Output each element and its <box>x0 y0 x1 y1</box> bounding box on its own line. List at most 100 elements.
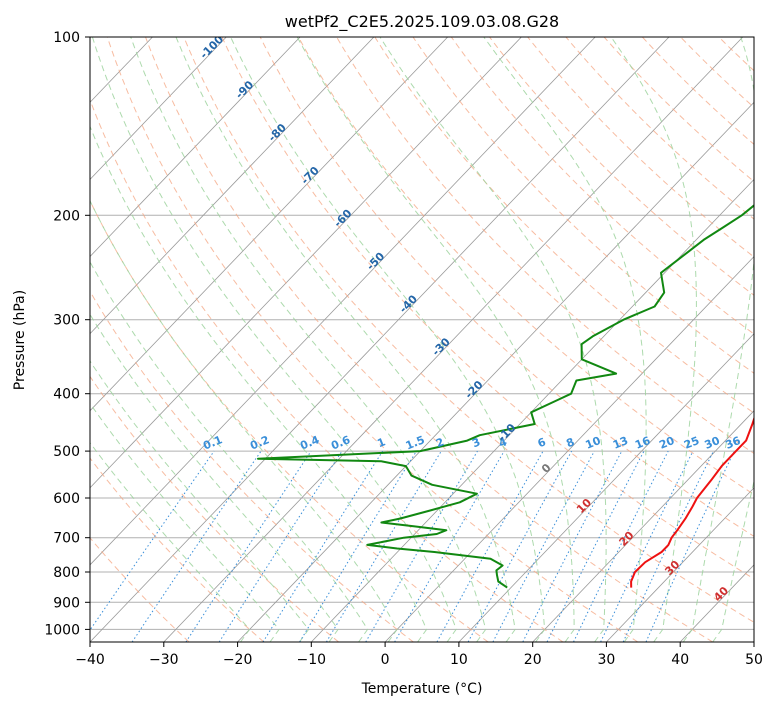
mixing-ratio-label: 2 <box>434 435 446 450</box>
mixing-ratio-label: 36 <box>723 434 742 452</box>
mixing-ratio-line <box>394 450 505 642</box>
dry-adiabat-line <box>90 199 489 642</box>
dewpoint-profile-line <box>257 204 754 589</box>
moist-adiabats <box>90 37 754 642</box>
dry-adiabat-line <box>412 37 754 374</box>
x-axis-ticks: −40 −30 −20 −10 0 10 20 30 40 50 <box>75 642 763 668</box>
isotherm-line <box>90 37 301 258</box>
mixing-ratio-line <box>325 450 442 642</box>
x-tick-label: 40 <box>671 652 689 668</box>
dry-adiabat-line <box>336 37 754 455</box>
moist-adiabat-line <box>90 125 428 642</box>
x-tick-label: 20 <box>524 652 542 668</box>
dry-adiabat-line <box>106 37 639 642</box>
dry-adiabat-line <box>641 37 754 145</box>
y-axis-ticks: 100 200 300 400 500 600 700 800 900 1000 <box>44 30 90 638</box>
mixing-ratio-line <box>90 450 215 631</box>
mixing-ratio-label: 8 <box>564 435 576 450</box>
y-tick-label: 700 <box>53 531 80 547</box>
dry-adiabat-line <box>374 37 754 414</box>
mixing-ratio-label: 10 <box>584 434 603 452</box>
dry-adiabat-line <box>90 375 339 642</box>
moist-adiabat-line <box>682 37 754 642</box>
isotherm-line <box>532 410 754 642</box>
dry-adiabat-line <box>603 37 754 183</box>
isotherm-line <box>384 255 754 642</box>
dry-adiabat-line <box>297 37 754 496</box>
dry-adiabat-line <box>221 37 754 580</box>
y-tick-label: 300 <box>53 313 80 329</box>
dry-adiabat-line <box>259 37 754 537</box>
x-tick-label: 30 <box>597 652 615 668</box>
moist-adiabat-line <box>91 37 457 642</box>
mixing-ratio-line <box>365 450 478 642</box>
y-tick-label: 100 <box>53 30 80 46</box>
isotherm-line <box>90 37 448 412</box>
isotherm-line <box>90 37 522 489</box>
pressure-gridlines <box>90 37 754 630</box>
y-tick-label: 1000 <box>44 622 80 638</box>
dry-adiabat-line <box>90 98 564 642</box>
dry-adiabat-line <box>90 457 265 642</box>
chart-title: wetPf2_C2E5.2025.109.03.08.G28 <box>285 12 559 32</box>
dry-adiabats <box>90 37 754 642</box>
x-tick-label: 50 <box>745 652 763 668</box>
sounding-profiles <box>257 204 754 589</box>
y-tick-label: 900 <box>53 595 80 611</box>
mixing-ratio-label: 20 <box>657 434 676 452</box>
isotherm-line <box>237 101 754 642</box>
moist-adiabat-line <box>483 37 647 642</box>
mixing-ratio-label: 13 <box>611 434 630 452</box>
moist-adiabat-line <box>610 37 697 642</box>
isotherm-line <box>90 37 670 642</box>
moist-adiabat-line <box>379 37 607 642</box>
x-tick-label: 0 <box>381 652 390 668</box>
y-axis-label: Pressure (hPa) <box>12 290 28 390</box>
isotherm-line <box>458 333 754 642</box>
dry-adiabat-line <box>145 37 713 642</box>
moist-adiabat-line <box>90 313 339 642</box>
plot-frame <box>89 36 755 643</box>
dry-adiabat-line <box>565 37 754 220</box>
moist-adiabat-line <box>90 260 369 642</box>
isotherm-line <box>90 37 375 335</box>
plot-area <box>90 37 754 642</box>
moist-adiabat-line <box>130 37 487 642</box>
y-tick-label: 400 <box>53 387 80 403</box>
x-tick-label: −20 <box>223 652 253 668</box>
dry-adiabat-line <box>450 37 754 335</box>
mixing-ratio-label: 1 <box>375 435 387 450</box>
mixing-ratio-line <box>467 450 573 642</box>
isotherm-line <box>163 37 744 642</box>
mixing-ratio-line <box>645 450 735 642</box>
y-tick-label: 500 <box>53 444 80 460</box>
y-tick-label: 200 <box>53 208 80 224</box>
mixing-ratio-label: 3 <box>470 435 482 450</box>
mixing-ratio-label: 25 <box>682 434 701 452</box>
dry-adiabat-line <box>183 37 754 623</box>
mixing-ratio-line <box>573 450 669 642</box>
isotherm-line <box>90 37 596 566</box>
mixing-ratio-label: 16 <box>633 434 652 452</box>
dry-adiabat-line <box>489 37 754 296</box>
y-tick-label: 600 <box>53 491 80 507</box>
y-tick-label: 800 <box>53 565 80 581</box>
temperature-profile-line <box>630 415 754 588</box>
mixing-ratio-line <box>436 450 544 642</box>
dry-adiabat-line <box>90 290 414 642</box>
x-tick-label: −40 <box>75 652 105 668</box>
moist-adiabat-line <box>230 37 546 642</box>
isotherm-line <box>606 487 754 642</box>
mixing-ratio-label: 30 <box>703 434 722 452</box>
isotherm-line <box>90 37 227 180</box>
mixing-ratio-line <box>600 450 694 642</box>
x-tick-label: −30 <box>149 652 179 668</box>
mixing-ratio-line <box>262 450 384 642</box>
mixing-ratio-line <box>218 450 343 642</box>
x-tick-label: 10 <box>450 652 468 668</box>
x-tick-label: −10 <box>297 652 327 668</box>
x-axis-label: Temperature (°C) <box>361 681 483 697</box>
plot-content: 0.1 0.2 0.4 0.6 1 1.5 2 3 4 6 8 10 13 16 20 25 30 36-100-… <box>90 37 754 642</box>
mixing-ratio-line <box>299 450 417 642</box>
